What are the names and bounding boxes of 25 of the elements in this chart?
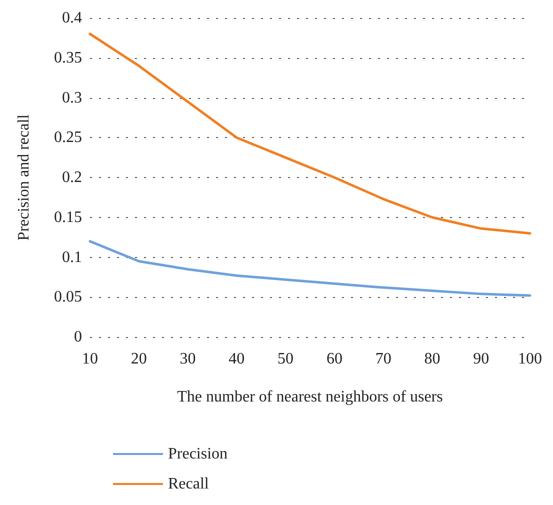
x-tick-label: 50 (278, 350, 294, 368)
y-tick-label: 0.4 (62, 10, 82, 26)
y-tick-label: 0.3 (62, 89, 82, 106)
y-tick-label: 0.15 (54, 208, 82, 226)
x-tick-label: 30 (180, 350, 196, 368)
x-tick-label: 20 (130, 350, 147, 368)
line-series (88, 240, 532, 297)
y-tick-label: 0.1 (62, 248, 82, 266)
x-tick-label: 90 (473, 350, 490, 368)
legend-label: Precision (168, 446, 228, 462)
y-tick-label: 0 (74, 328, 82, 346)
x-tick-label: 70 (375, 350, 392, 368)
x-tick-label: 100 (518, 350, 542, 368)
y-tick-label: 0.2 (62, 169, 82, 186)
y-tick-label: 0.05 (54, 288, 82, 306)
x-tick-label: 10 (82, 350, 98, 368)
x-tick-label: 40 (228, 350, 245, 368)
x-axis-title: The number of nearest neighbors of users (177, 388, 443, 406)
x-tick-label: 80 (424, 350, 440, 368)
line-series (88, 32, 532, 235)
y-axis-title: Precision and recall (16, 114, 32, 241)
y-tick-label: 0.35 (54, 49, 82, 66)
legend-label: Recall (168, 476, 210, 492)
x-tick-label: 60 (326, 350, 342, 368)
y-tick-label: 0.25 (54, 129, 82, 146)
